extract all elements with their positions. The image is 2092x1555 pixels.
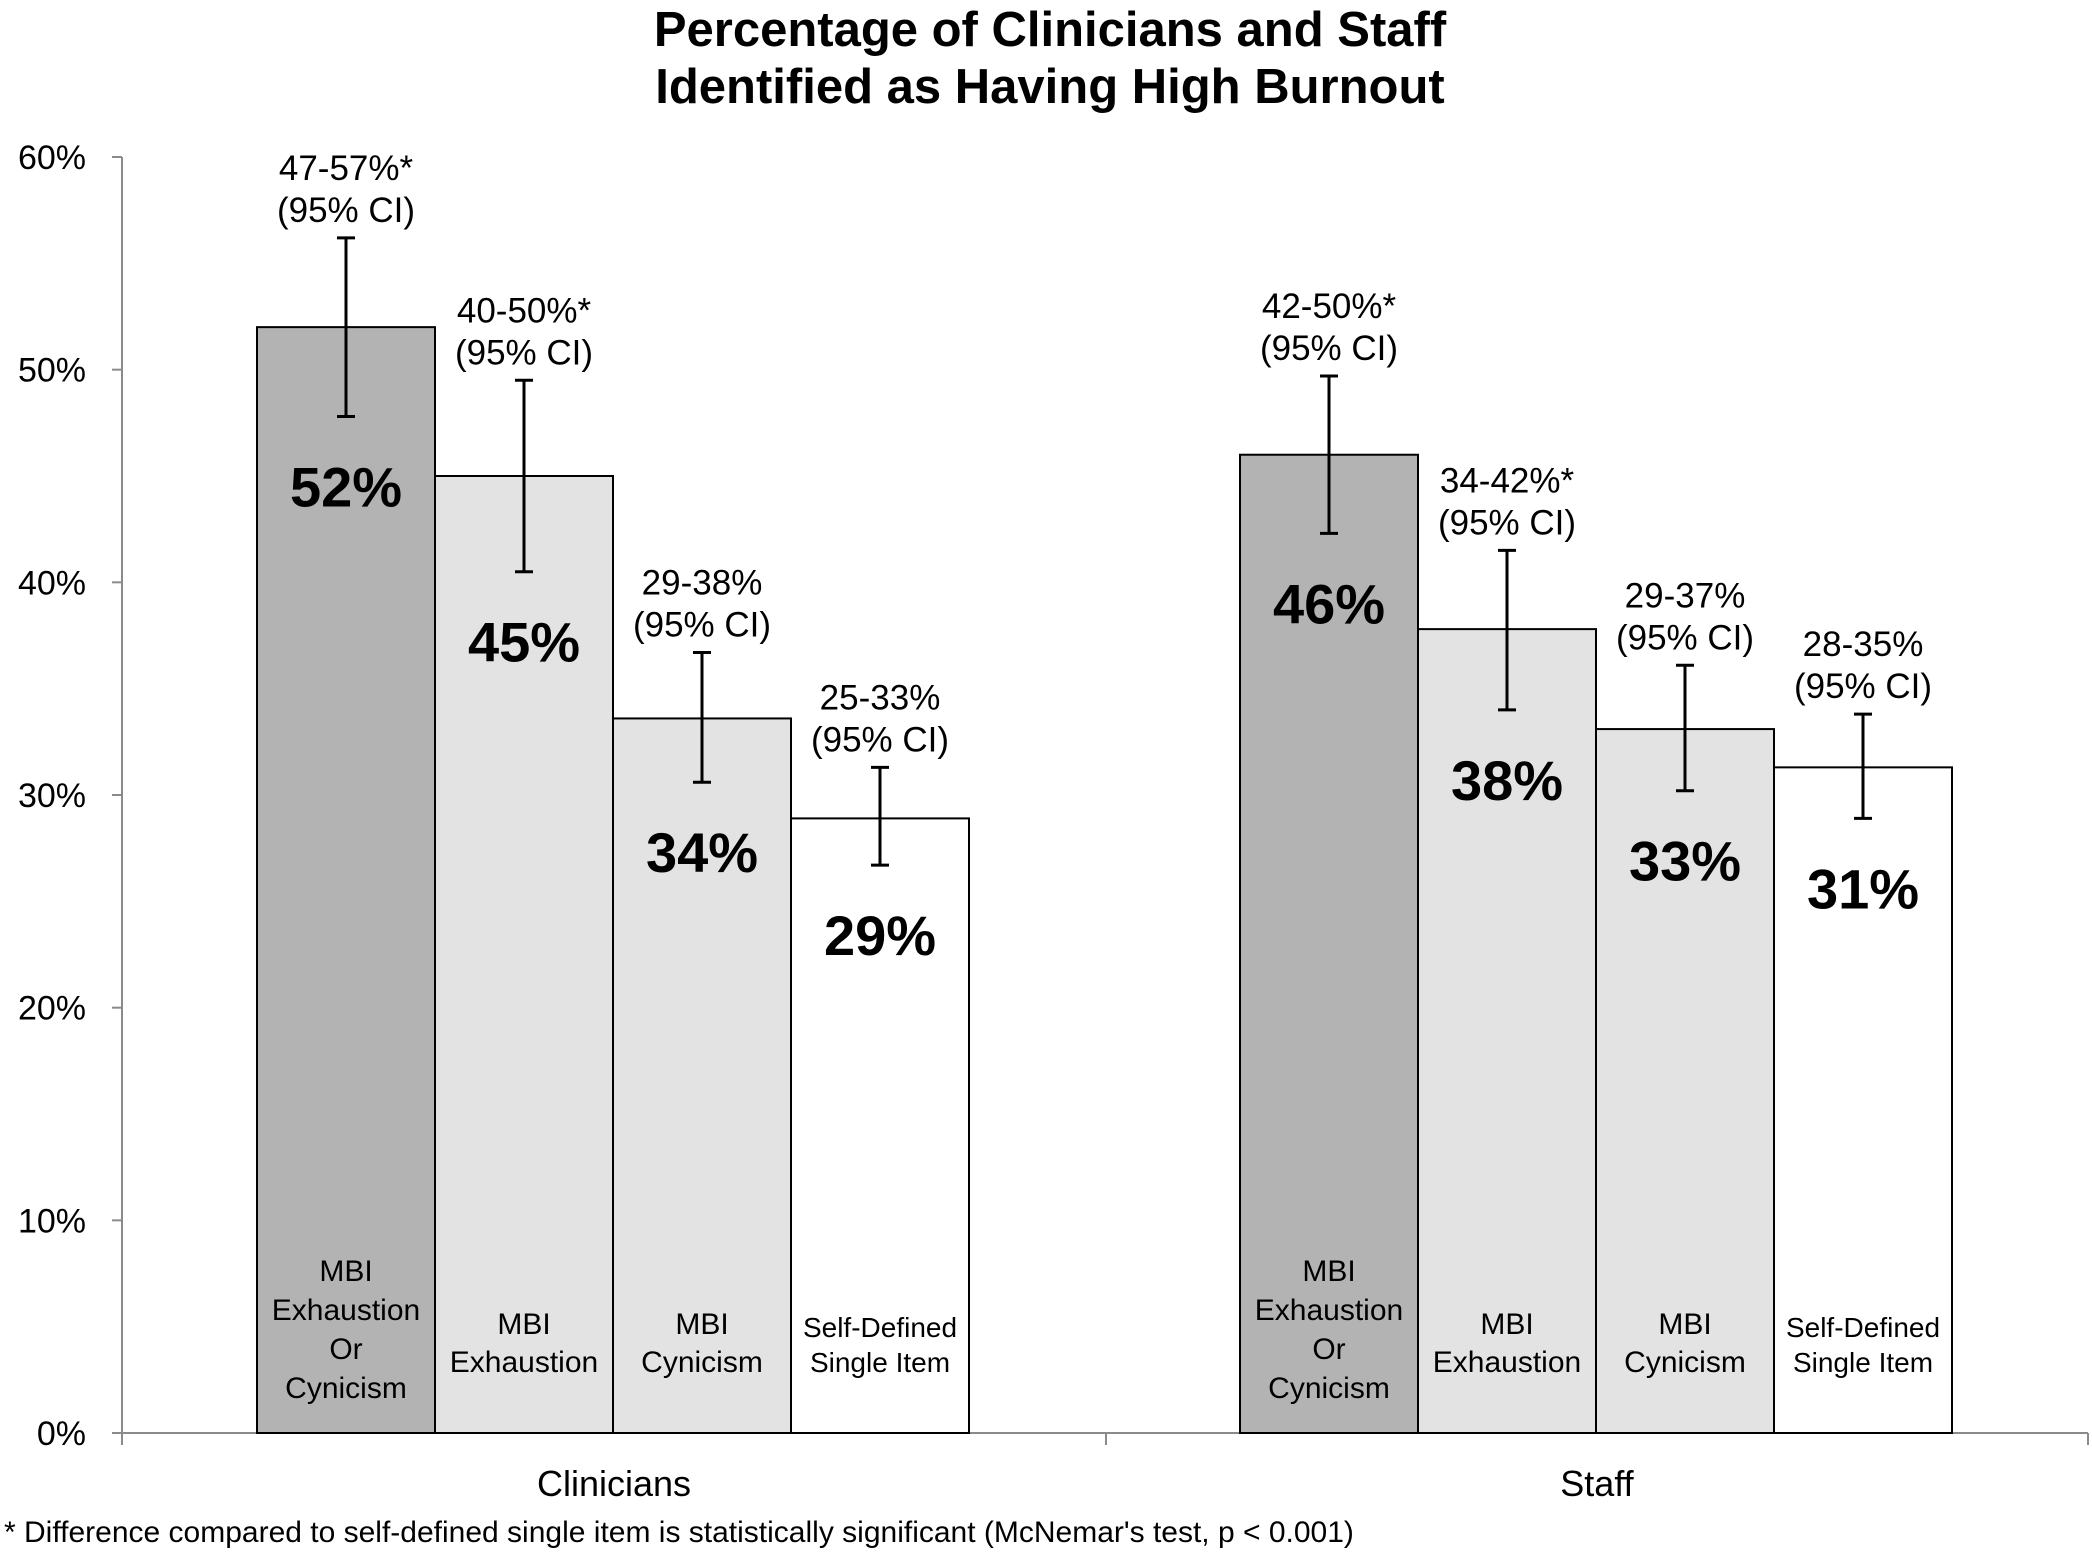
bar	[1773, 766, 1953, 1434]
bar-series-label: Cynicism	[641, 1346, 763, 1379]
bar-series-label: Single Item	[810, 1347, 950, 1378]
ci-level-label: (95% CI)	[1794, 667, 1932, 706]
bar-series-label: Self-Defined	[1786, 1312, 1940, 1343]
ci-level-label: (95% CI)	[277, 191, 415, 230]
bar	[1417, 628, 1597, 1434]
bar	[434, 475, 614, 1434]
ci-range-label: 42-50%*	[1262, 287, 1397, 326]
bars	[256, 236, 1953, 1435]
bar-value-label: 31%	[1807, 857, 1919, 920]
bar-labels: 47-57%*(95% CI)52%MBIExhaustionOrCynicis…	[272, 149, 1940, 1405]
y-tick-label: 50%	[18, 352, 86, 390]
bar-series-label: Exhaustion	[450, 1346, 598, 1379]
bar-series-label: MBI	[497, 1308, 550, 1341]
ci-level-label: (95% CI)	[1616, 618, 1754, 657]
footnote-text: * Difference compared to self-defined si…	[4, 1516, 1354, 1549]
y-tick-label: 0%	[37, 1415, 86, 1453]
bar-value-label: 33%	[1629, 830, 1741, 893]
bar-series-label: Cynicism	[1624, 1346, 1746, 1379]
y-axis: 0% 10% 20% 30% 40% 50% 60% Clinicians Staff	[18, 139, 2089, 1504]
ci-level-label: (95% CI)	[455, 333, 593, 372]
x-category-label: Staff	[1560, 1463, 1634, 1504]
y-tick-label: 20%	[18, 990, 86, 1028]
bar-series-label: MBI	[1302, 1255, 1355, 1288]
bar-series-label: Exhaustion	[272, 1294, 420, 1327]
bar-series-label: MBI	[1480, 1308, 1533, 1341]
bar-value-label: 29%	[824, 904, 936, 967]
ci-range-label: 40-50%*	[457, 291, 592, 330]
bar-value-label: 52%	[290, 455, 402, 518]
bar-series-label: Or	[1312, 1333, 1345, 1366]
bar	[1595, 728, 1775, 1434]
bar-series-label: Single Item	[1793, 1347, 1933, 1378]
bar-series-label: MBI	[1658, 1308, 1711, 1341]
bar-value-label: 38%	[1451, 749, 1563, 812]
bar	[256, 326, 436, 1435]
ci-level-label: (95% CI)	[633, 606, 771, 645]
y-tick-label: 40%	[18, 564, 86, 602]
chart-title: Percentage of Clinicians and StaffIdenti…	[654, 3, 1447, 114]
bar-series-label: Cynicism	[285, 1372, 407, 1405]
ci-range-label: 29-38%	[642, 564, 763, 603]
ci-range-label: 34-42%*	[1440, 461, 1575, 500]
bar-value-label: 46%	[1273, 572, 1385, 635]
bar	[1239, 453, 1419, 1434]
x-category-label: Clinicians	[537, 1463, 691, 1504]
ci-range-label: 29-37%	[1625, 576, 1746, 615]
bar-value-label: 45%	[468, 611, 580, 674]
bar-value-label: 34%	[646, 821, 758, 884]
y-tick-label: 30%	[18, 777, 86, 815]
chart-title-line: Percentage of Clinicians and Staff	[654, 3, 1447, 57]
bar-series-label: Cynicism	[1268, 1372, 1390, 1405]
chart-title-line: Identified as Having High Burnout	[655, 60, 1444, 114]
ci-range-label: 47-57%*	[279, 149, 414, 188]
ci-level-label: (95% CI)	[811, 720, 949, 759]
bar	[790, 817, 970, 1434]
bar-series-label: MBI	[675, 1308, 728, 1341]
ci-range-label: 28-35%	[1803, 625, 1924, 664]
bar-series-label: MBI	[319, 1255, 372, 1288]
ci-level-label: (95% CI)	[1438, 503, 1576, 542]
bar	[612, 717, 792, 1434]
y-tick-label: 60%	[18, 139, 86, 177]
bar-series-label: Exhaustion	[1255, 1294, 1403, 1327]
bar-series-label: Or	[329, 1333, 362, 1366]
y-tick-label: 10%	[18, 1202, 86, 1240]
bar-series-label: Exhaustion	[1433, 1346, 1581, 1379]
ci-range-label: 25-33%	[820, 678, 941, 717]
ci-level-label: (95% CI)	[1260, 329, 1398, 368]
footnote: * Difference compared to self-defined si…	[4, 1516, 1354, 1549]
bar-series-label: Self-Defined	[803, 1312, 957, 1343]
